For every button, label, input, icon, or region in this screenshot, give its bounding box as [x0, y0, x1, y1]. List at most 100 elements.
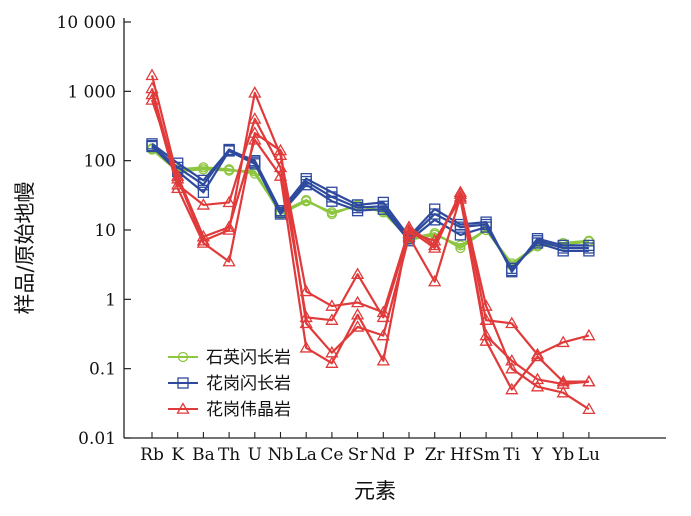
data-point [223, 165, 235, 176]
data-point [300, 179, 312, 191]
data-point [350, 320, 365, 332]
data-point [428, 238, 442, 251]
data-point [196, 236, 211, 248]
data-point [506, 262, 518, 274]
axes: 10 000 1 000 100 10 1 0.1 0.01 Rb K Ba Th U Nb La Ce Sr… [57, 13, 666, 465]
data-point [505, 361, 519, 374]
data-point [145, 93, 159, 105]
data-point [582, 374, 596, 387]
data-point [248, 126, 262, 138]
legend-label: 花岗伟晶岩 [206, 400, 291, 420]
data-point [376, 353, 390, 366]
legend-marker [177, 377, 189, 389]
series-line [150, 94, 589, 391]
x-tick-label: Sr [348, 445, 369, 465]
data-point [325, 299, 339, 311]
x-tick-label: U [248, 445, 262, 465]
data-point [326, 195, 338, 207]
x-tick-label: P [403, 445, 414, 465]
series-8 [145, 93, 596, 415]
x-tick-label: Lu [578, 445, 600, 465]
data-point [273, 143, 288, 156]
data-point [556, 335, 570, 348]
data-point [480, 221, 492, 233]
legend-label: 石英闪长岩 [206, 348, 291, 368]
data-point [326, 207, 338, 218]
legend-item: 石英闪长岩 [168, 348, 291, 368]
x-tick-label: Y [531, 445, 544, 465]
data-point [455, 240, 466, 251]
series-lines [145, 68, 596, 415]
data-point [350, 295, 365, 308]
data-point [429, 214, 441, 226]
data-point [299, 340, 313, 353]
data-point [556, 385, 570, 398]
data-point [455, 242, 466, 254]
legend-marker [177, 351, 189, 363]
legend-marker [176, 402, 190, 414]
data-point [376, 328, 390, 341]
data-point [531, 237, 544, 249]
data-point [557, 245, 569, 257]
y-axis-title: 样品/原始地幔 [13, 181, 37, 314]
data-point [325, 313, 339, 325]
data-point [350, 267, 365, 280]
data-point [351, 205, 364, 217]
data-point [454, 229, 467, 241]
data-point [377, 203, 389, 215]
data-point [505, 316, 519, 329]
data-point [505, 382, 519, 395]
y-tick-label: 10 000 [57, 13, 116, 33]
data-point [145, 68, 159, 81]
x-tick-label: Hf [450, 445, 473, 465]
data-point [453, 187, 468, 199]
data-point [145, 81, 159, 94]
data-point [171, 169, 185, 181]
data-point [582, 402, 596, 415]
data-point [222, 220, 236, 232]
data-point [197, 186, 210, 198]
data-point [350, 307, 365, 320]
x-tick-label: Ce [320, 445, 343, 465]
x-tick-label: Zr [425, 445, 446, 465]
data-point [222, 195, 236, 208]
data-point [402, 220, 416, 232]
data-point [198, 164, 209, 175]
y-tick-label: 0.01 [78, 429, 116, 449]
data-point [583, 245, 595, 257]
x-tick-label: Ba [192, 445, 215, 465]
x-tick-label: Th [218, 445, 240, 465]
y-tick-label: 0.1 [89, 360, 116, 380]
data-point [428, 241, 442, 253]
data-point [376, 310, 390, 323]
data-point [530, 372, 545, 385]
data-point [248, 112, 262, 124]
series-line [150, 75, 590, 356]
data-point [428, 274, 442, 287]
x-tick-label: Nb [268, 445, 294, 465]
series-7 [145, 87, 596, 395]
legend-label: 花岗闪长岩 [206, 374, 291, 394]
x-tick-label: K [171, 445, 184, 465]
legend-item: 花岗闪长岩 [168, 374, 291, 394]
x-tick-label: La [295, 445, 316, 465]
data-point [248, 86, 262, 98]
series-5 [145, 68, 596, 360]
data-point [248, 132, 262, 145]
x-tick-label: Ti [503, 445, 520, 465]
data-point [249, 158, 261, 170]
data-point [299, 284, 313, 297]
data-point [273, 169, 288, 181]
data-point [145, 87, 159, 100]
data-point [325, 356, 339, 368]
data-point [530, 379, 545, 392]
data-point [196, 233, 211, 246]
legend-item: 花岗伟晶岩 [168, 400, 291, 420]
y-tick-label: 100 [84, 152, 116, 172]
data-point [222, 254, 236, 267]
data-point [479, 299, 493, 311]
data-point [453, 190, 468, 202]
